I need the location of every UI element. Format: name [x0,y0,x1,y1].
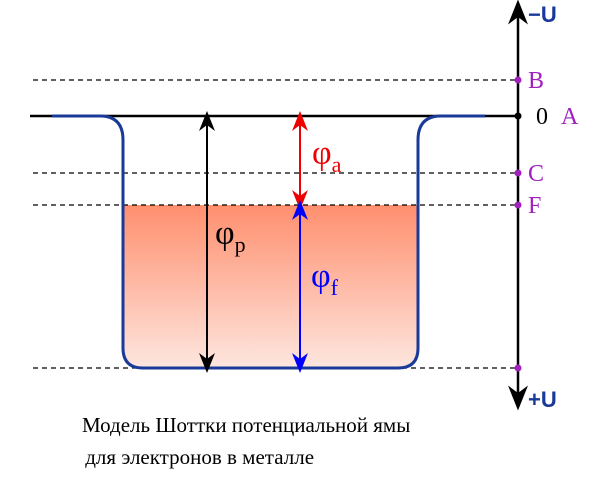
level-label: 0 [536,104,548,130]
symbol-phi-f: φf [311,258,339,300]
axis-top-label: −U [528,2,557,27]
symbol-phi-p: φp [215,215,246,257]
level-label: B [528,68,544,94]
caption: Модель Шоттки потенциальной ямы [82,413,410,437]
level-label: C [528,161,544,187]
axis-dot [514,112,522,120]
level-label: A [561,104,579,130]
axis-bottom-label: +U [528,387,557,412]
axis-dots [514,76,522,372]
symbol-phi-a: φa [312,135,342,177]
caption: для электронов в металле [80,445,314,469]
well [52,114,485,370]
level-label: F [528,193,541,219]
electron-fill [123,205,418,368]
